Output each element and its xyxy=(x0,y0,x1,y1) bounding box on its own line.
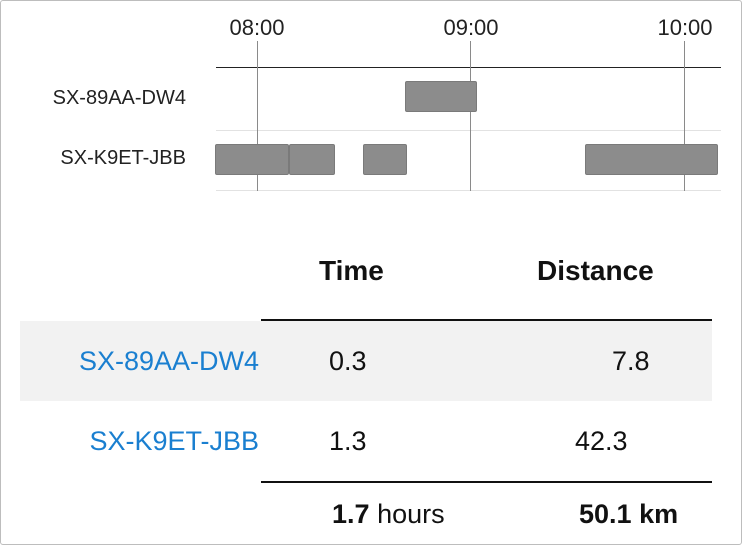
hour-gridline xyxy=(684,41,685,191)
trip-timeline: 08:00 09:00 10:00 SX-89AA-DW4 SX-K9ET-JB… xyxy=(1,1,741,201)
time-cell: 1.3 xyxy=(329,426,367,456)
vehicle-link[interactable]: SX-89AA-DW4 xyxy=(78,346,259,376)
table-header-divider xyxy=(261,319,712,321)
total-time: 1.7 hours xyxy=(332,499,445,530)
hour-label-1000: 10:00 xyxy=(657,15,713,40)
column-header-time: Time xyxy=(319,255,384,286)
distance-cell: 7.8 xyxy=(612,346,650,376)
time-cell: 0.3 xyxy=(329,346,367,376)
total-distance-value: 50.1 xyxy=(579,499,632,529)
row-divider xyxy=(216,190,721,191)
table-totals-divider xyxy=(261,481,712,483)
total-distance-unit: km xyxy=(639,499,679,529)
trip-segment[interactable] xyxy=(289,144,335,175)
row-divider xyxy=(216,130,721,131)
hour-gridline xyxy=(470,41,471,191)
table-row: SX-89AA-DW4 0.3 7.8 xyxy=(20,321,712,401)
trip-segment[interactable] xyxy=(585,144,718,175)
timeline-row-label: SX-K9ET-JBB xyxy=(60,147,186,169)
table-row: SX-K9ET-JBB 1.3 42.3 xyxy=(20,401,712,481)
hour-gridline xyxy=(257,41,258,191)
vehicle-link[interactable]: SX-K9ET-JBB xyxy=(89,426,259,456)
trip-segment[interactable] xyxy=(363,144,407,175)
total-time-value: 1.7 xyxy=(332,499,370,529)
trip-segment[interactable] xyxy=(405,81,477,112)
total-time-unit: hours xyxy=(377,499,445,529)
trip-segment[interactable] xyxy=(215,144,289,175)
total-distance: 50.1 km xyxy=(579,499,678,530)
column-header-distance: Distance xyxy=(537,255,654,286)
hour-label-0900: 09:00 xyxy=(443,15,499,40)
distance-cell: 42.3 xyxy=(575,426,628,456)
timeline-axis-line xyxy=(216,67,721,68)
hour-label-0800: 08:00 xyxy=(229,15,285,40)
timeline-row-label: SX-89AA-DW4 xyxy=(52,87,186,109)
